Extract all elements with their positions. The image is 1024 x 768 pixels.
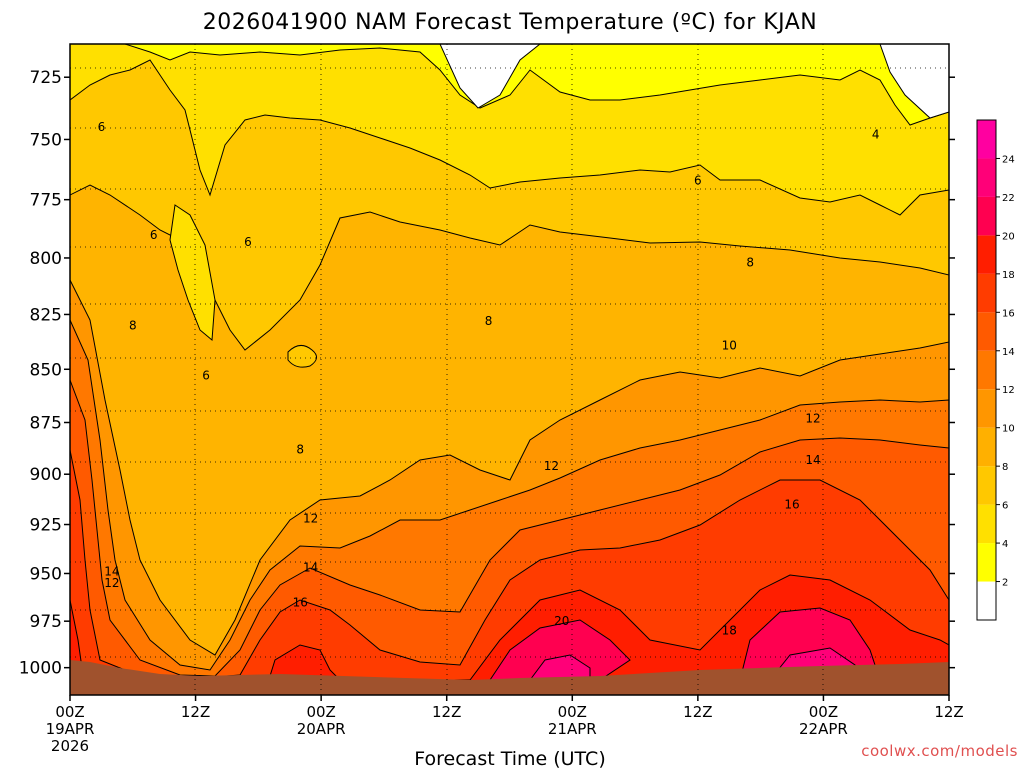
grid-lines — [70, 44, 949, 695]
colorbar-segment — [977, 581, 996, 620]
y-tick-label: 825 — [30, 305, 62, 325]
isotherm-label: 20 — [554, 614, 569, 628]
x-tick-label: 00Z — [306, 703, 335, 721]
colorbar-tick-label: 16 — [1002, 308, 1015, 319]
x-tick-label: 12Z — [432, 703, 461, 721]
isotherm-label: 6 — [244, 235, 252, 249]
x-tick-label: 00Z — [809, 703, 838, 721]
isotherm-label: 16 — [784, 498, 799, 512]
colorbar-tick-label: 14 — [1002, 347, 1015, 358]
band-below-2 — [439, 44, 541, 109]
colorbar-segment — [977, 543, 996, 582]
isotherm-label: 14 — [303, 561, 318, 575]
x-tick-date: 21APR — [548, 720, 597, 738]
colorbar-tick-label: 24 — [1002, 154, 1015, 165]
colorbar-tick-label: 2 — [1002, 578, 1008, 589]
cold-pocket — [287, 345, 317, 368]
isotherm-label: 4 — [872, 128, 880, 142]
x-tick-year: 2026 — [51, 737, 89, 755]
x-tick-date: 20APR — [297, 720, 346, 738]
y-tick-label: 875 — [30, 413, 62, 433]
isotherm-label: 18 — [722, 624, 737, 638]
isotherm-label: 12 — [104, 576, 119, 590]
band-below-2b — [879, 44, 949, 119]
colorbar-segment — [977, 466, 996, 505]
isotherm-label: 8 — [746, 256, 754, 270]
colorbar-segment — [977, 196, 996, 236]
band-2-4 — [70, 44, 949, 126]
isotherm-label: 6 — [202, 369, 210, 383]
y-tick-label: 800 — [30, 249, 62, 269]
y-tick-label: 950 — [30, 564, 62, 584]
isotherm-label: 6 — [694, 174, 702, 188]
isotherm-label: 8 — [485, 314, 493, 328]
y-tick-label: 775 — [30, 191, 62, 211]
colorbar-tick-label: 22 — [1002, 193, 1015, 204]
colorbar-frame — [976, 119, 997, 621]
colorbar-segment — [977, 504, 996, 544]
y-tick-label: 975 — [30, 612, 62, 632]
colorbar-segment — [977, 350, 996, 390]
x-tick-label: 00Z — [558, 703, 587, 721]
isotherm-label: 14 — [805, 453, 820, 467]
colorbar-tick-label: 12 — [1002, 385, 1015, 396]
x-tick-date: 19APR — [46, 720, 95, 738]
isotherm-label: 6 — [98, 120, 106, 134]
y-tick-label: 850 — [30, 360, 62, 380]
isotherm-label: 8 — [129, 319, 137, 333]
x-tick-label: 12Z — [934, 703, 963, 721]
colorbar-segment — [977, 427, 996, 467]
colorbar-segment — [977, 120, 996, 159]
y-tick-label: 1000 — [19, 659, 62, 679]
isotherm-label: 16 — [293, 595, 308, 609]
isotherm-label: 12 — [303, 512, 318, 526]
isotherm-label: 14 — [104, 565, 119, 579]
colorbar-tick-label: 6 — [1002, 501, 1008, 512]
y-tick-label: 750 — [30, 130, 62, 150]
x-tick-date: 22APR — [799, 720, 848, 738]
x-tick-label: 12Z — [181, 703, 210, 721]
y-tick-label: 925 — [30, 516, 62, 536]
x-axis-label: Forecast Time (UTC) — [414, 748, 605, 768]
colorbar-segment — [977, 235, 996, 274]
colorbar-tick-label: 18 — [1002, 270, 1015, 281]
chart-title: 2026041900 NAM Forecast Temperature (ºC)… — [203, 10, 818, 35]
y-tick-label: 900 — [30, 465, 62, 485]
cold-tongue — [169, 204, 216, 342]
isotherm-label: 8 — [296, 443, 304, 457]
x-tick-label: 00Z — [55, 703, 84, 721]
y-axis: 725 750 775 800 825 850 875 900 925 950 975 1000 — [19, 68, 955, 679]
colorbar-tick-label: 20 — [1002, 231, 1015, 242]
isotherm-label: 12 — [544, 459, 559, 473]
isotherm-label: 6 — [150, 228, 158, 242]
band-4-6 — [70, 44, 949, 216]
credit-text: coolwx.com/models — [861, 742, 1018, 760]
y-tick-label: 725 — [30, 68, 62, 88]
x-tick-label: 12Z — [683, 703, 712, 721]
colorbar-segment — [977, 312, 996, 351]
isotherm-label: 12 — [805, 411, 820, 425]
colorbar-segment — [977, 158, 996, 197]
colorbar-tick-label: 10 — [1002, 424, 1015, 435]
isotherm-label: 10 — [722, 338, 737, 352]
band-18-20 — [70, 574, 949, 695]
colorbar-segment — [977, 273, 996, 313]
colorbar-segment — [977, 389, 996, 428]
ground — [70, 660, 949, 695]
colorbar-tick-label: 8 — [1002, 462, 1008, 473]
colorbar-tick-label: 4 — [1002, 539, 1008, 550]
